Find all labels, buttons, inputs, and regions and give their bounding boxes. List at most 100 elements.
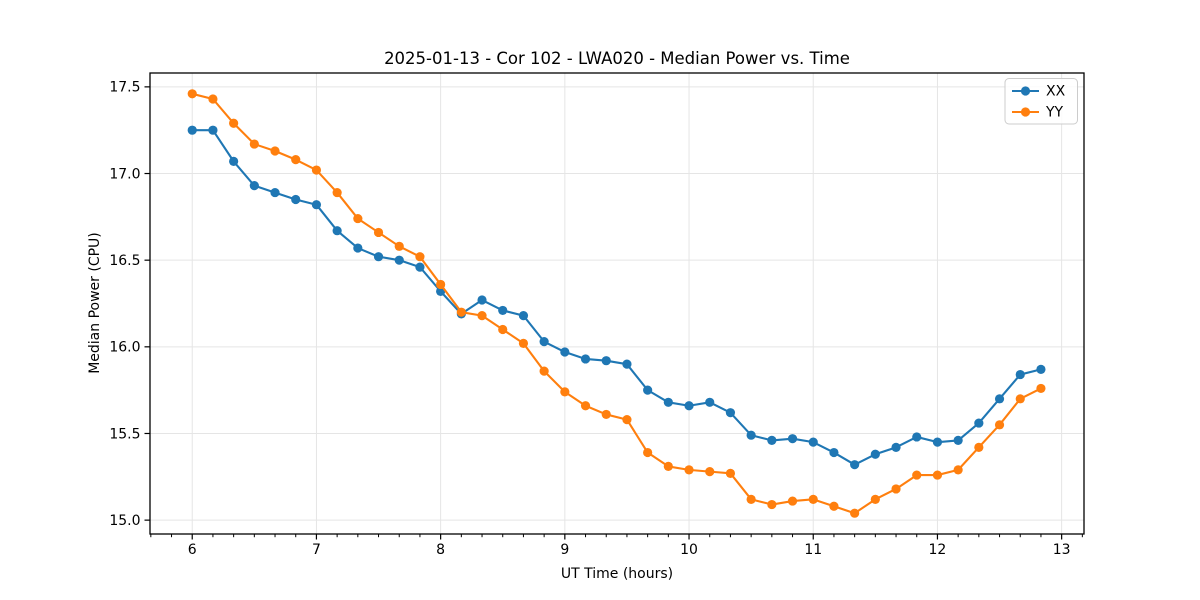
data-point-xx	[870, 449, 880, 459]
data-point-xx	[229, 156, 239, 166]
data-point-xx	[974, 418, 984, 428]
y-tick-label: 16.5	[109, 253, 140, 269]
data-point-xx	[787, 434, 798, 444]
data-point-yy	[332, 187, 342, 198]
data-point-xx	[539, 337, 549, 347]
series-line-yy	[191, 92, 1042, 515]
data-point-yy	[1036, 383, 1046, 394]
axes: 6 7 8 9 10 11 12 13 15.0 15.5 16.0 16.5 17.0 17.5	[109, 72, 1085, 558]
data-point-xx	[891, 442, 901, 452]
data-point-yy	[622, 415, 632, 425]
data-point-xx	[705, 397, 715, 407]
data-point-yy	[208, 94, 218, 104]
data-point-xx	[291, 194, 301, 205]
plot-frame	[149, 72, 1085, 535]
data-point-xx	[208, 125, 218, 135]
y-tick-label: 17.0	[109, 166, 140, 182]
data-point-xx	[912, 432, 922, 442]
data-point-yy	[1015, 394, 1025, 404]
data-point-yy	[539, 366, 549, 376]
x-tick-label: 7	[312, 542, 321, 558]
x-tick-label: 13	[1053, 542, 1071, 558]
data-point-yy	[974, 442, 984, 452]
data-point-xx	[560, 347, 570, 357]
data-point-yy	[187, 89, 197, 99]
x-tick-label: 12	[929, 542, 947, 558]
data-point-yy	[684, 465, 694, 475]
data-point-xx	[1015, 369, 1025, 380]
x-tick-label: 11	[804, 542, 822, 558]
data-point-yy	[415, 252, 425, 262]
data-point-yy	[249, 139, 259, 149]
data-point-yy	[787, 496, 798, 506]
grid-lines	[150, 73, 1084, 534]
data-point-xx	[187, 125, 197, 135]
legend-box	[1004, 78, 1078, 125]
data-point-xx	[643, 385, 653, 395]
data-point-yy	[270, 146, 280, 156]
data-point-xx	[850, 460, 860, 470]
legend: XX YY	[1004, 78, 1078, 125]
data-point-xx	[518, 311, 529, 321]
data-point-xx	[498, 305, 508, 316]
data-point-xx	[332, 226, 342, 236]
data-point-xx	[684, 401, 694, 411]
series-yy	[187, 89, 1046, 518]
data-point-xx	[311, 200, 322, 210]
data-point-yy	[829, 501, 839, 511]
data-point-xx	[767, 435, 777, 446]
data-point-yy	[229, 118, 239, 128]
data-point-xx	[415, 262, 425, 272]
legend-label-yy: YY	[1045, 105, 1064, 121]
series-xx	[187, 125, 1046, 470]
data-point-xx	[953, 435, 963, 446]
data-point-yy	[870, 494, 880, 504]
data-point-yy	[891, 484, 901, 494]
data-point-yy	[705, 467, 715, 477]
legend-label-xx: XX	[1046, 84, 1066, 100]
data-point-yy	[932, 470, 943, 480]
data-point-yy	[518, 338, 529, 348]
data-point-yy	[580, 401, 591, 411]
data-point-xx	[622, 359, 632, 369]
legend-sample-marker-yy	[1020, 107, 1031, 117]
data-point-yy	[311, 165, 322, 175]
data-point-xx	[270, 187, 280, 198]
data-point-yy	[560, 387, 570, 397]
data-point-xx	[1036, 364, 1046, 374]
data-point-yy	[456, 307, 466, 317]
y-axis-label: Median Power (CPU)	[87, 232, 103, 374]
data-point-xx	[725, 408, 736, 418]
data-point-yy	[912, 470, 922, 480]
chart-title: 2025-01-13 - Cor 102 - LWA020 - Median P…	[384, 49, 850, 68]
data-point-yy	[994, 420, 1005, 430]
x-tick-label: 6	[188, 542, 197, 558]
y-tick-label: 15.0	[109, 513, 140, 529]
data-point-yy	[953, 465, 963, 475]
x-axis-label: UT Time (hours)	[561, 566, 673, 582]
data-point-xx	[394, 255, 404, 265]
data-point-yy	[498, 324, 508, 335]
data-point-yy	[477, 311, 487, 321]
data-point-xx	[249, 181, 259, 191]
data-point-yy	[436, 279, 446, 290]
data-point-yy	[353, 213, 363, 224]
y-tick-label: 15.5	[109, 426, 140, 442]
legend-sample-marker-xx	[1020, 86, 1031, 96]
data-point-yy	[394, 241, 404, 251]
data-point-yy	[373, 227, 384, 238]
data-point-xx	[601, 356, 611, 366]
data-point-xx	[829, 447, 839, 458]
data-point-xx	[994, 394, 1005, 404]
data-point-xx	[932, 437, 943, 447]
y-tick-label: 17.5	[109, 80, 140, 96]
data-point-xx	[663, 397, 673, 407]
x-tick-label: 8	[436, 542, 445, 558]
data-point-yy	[746, 494, 756, 504]
data-point-xx	[808, 437, 818, 447]
data-point-yy	[725, 468, 736, 478]
data-point-yy	[808, 494, 818, 504]
data-point-yy	[663, 461, 673, 472]
data-point-yy	[601, 409, 611, 420]
